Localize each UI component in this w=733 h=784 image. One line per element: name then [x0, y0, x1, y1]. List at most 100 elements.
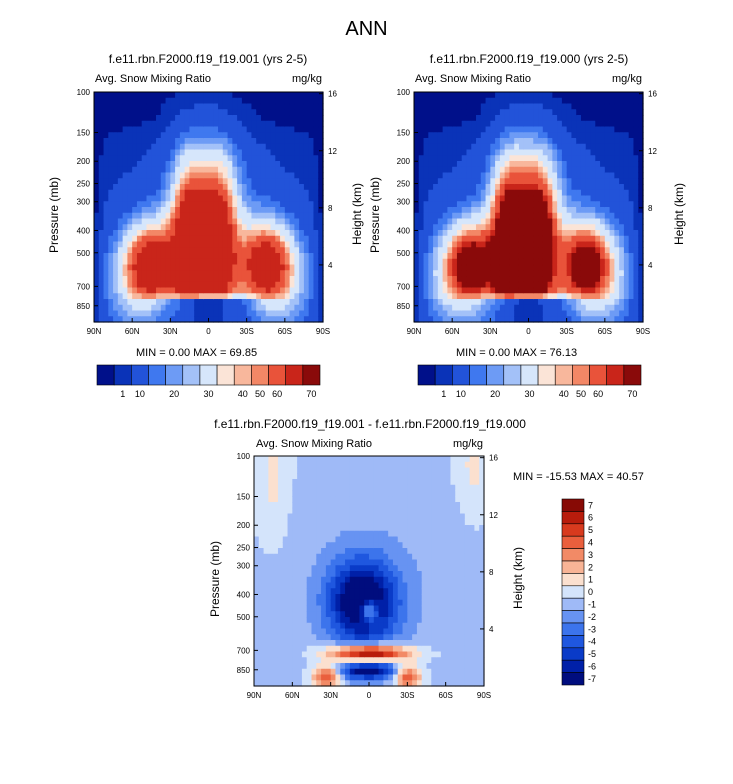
panel-1-cell: [265, 166, 272, 174]
panel-2-cell: [514, 132, 520, 139]
panel-1-cell: [232, 258, 238, 266]
panel-3-cell: [282, 473, 289, 480]
panel-1-cell: [170, 184, 176, 191]
panel-3-cell: [306, 582, 313, 589]
panel-1-cell: [218, 212, 224, 220]
panel-1-cell: [108, 172, 114, 179]
panel-3-cell: [335, 576, 341, 584]
panel-3-cell: [258, 473, 265, 480]
panel-1-cell: [280, 247, 286, 254]
panel-2-cell: [590, 299, 596, 306]
panel-3-cell: [268, 588, 274, 595]
panel-1-cell: [275, 304, 281, 312]
panel-1-cell: [213, 230, 219, 237]
panel-1-cell: [251, 276, 257, 283]
panel-2-cell: [433, 120, 439, 128]
panel-1-cell: [98, 241, 105, 248]
panel-1-cell: [189, 264, 195, 271]
panel-2-cell: [523, 264, 530, 271]
panel-2-cell: [585, 207, 592, 214]
panel-1-cell: [117, 316, 124, 323]
panel-1-cell: [270, 138, 276, 145]
panel-1-cell: [232, 166, 238, 174]
panel-1-cell: [213, 287, 219, 294]
panel-3-cell: [297, 496, 303, 503]
panel-2-cell: [580, 224, 587, 231]
panel-3-cell: [254, 617, 260, 624]
panel-1-cell: [198, 92, 205, 99]
panel-3-cell: [263, 668, 269, 676]
panel-3-cell: [345, 548, 351, 555]
panel-3-cell: [349, 502, 356, 509]
panel-1-cell: [98, 109, 105, 116]
panel-2-cell: [566, 293, 573, 300]
panel-1-cell: [189, 270, 195, 277]
panel-1-cell: [141, 143, 148, 151]
panel-1-cell: [232, 264, 238, 271]
panel-3-cell: [335, 588, 341, 595]
panel-3-cell: [330, 674, 337, 681]
panel-1-cell: [203, 287, 210, 294]
panel-1-cell: [198, 97, 205, 105]
panel-2-cell: [523, 281, 530, 289]
panel-2-cell: [542, 161, 549, 168]
panel-2-cell: [418, 189, 425, 197]
panel-1-cell: [251, 253, 257, 260]
panel-1-cell: [294, 189, 300, 197]
panel-2-cell: [638, 247, 644, 254]
panel-2-cell: [461, 264, 468, 271]
panel-1-cell: [318, 115, 324, 122]
panel-1-cell: [237, 247, 243, 254]
panel-2-cell: [452, 230, 458, 237]
panel-2-cell: [485, 161, 491, 168]
panel-1-cell: [241, 241, 248, 248]
panel-3-cell: [330, 599, 337, 607]
panel-2-cell: [580, 276, 587, 283]
panel-2-cell: [585, 132, 592, 139]
panel-1-cell: [218, 120, 224, 128]
panel-3-cell: [258, 461, 265, 469]
panel-2-cell: [523, 115, 530, 122]
panel-1-cell: [175, 247, 181, 254]
panel-1-cell: [251, 224, 257, 231]
panel-2-cell: [590, 316, 596, 323]
panel-1-cell: [222, 161, 229, 168]
panel-1-cell: [222, 92, 229, 99]
panel-3-cell: [335, 484, 341, 492]
panel-1-cell: [103, 138, 109, 145]
panel-2-cell: [619, 178, 625, 185]
panel-1-cell: [299, 132, 305, 139]
panel-3-cell: [316, 507, 322, 515]
panel-2-cell: [604, 310, 611, 317]
panel-2-cell: [538, 149, 544, 156]
panel-3-cell: [340, 553, 346, 561]
panel-1-cell: [170, 92, 176, 99]
panel-3-cell: [263, 484, 269, 492]
panel-2-cell: [538, 310, 544, 317]
panel-1-cell: [265, 120, 272, 128]
panel-2-cell: [580, 149, 587, 156]
panel-1-cell: [227, 293, 233, 300]
panel-3-cell: [316, 496, 322, 503]
panel-2-cell: [628, 276, 635, 283]
panel-1-cell: [98, 138, 105, 145]
panel-2-cell: [485, 218, 491, 225]
panel-1-cell: [127, 166, 133, 174]
panel-2-xtick-label: 30N: [483, 327, 498, 336]
panel-3-cell: [306, 490, 313, 497]
panel-2-cell: [614, 264, 620, 271]
panel-3-cell: [325, 628, 332, 635]
panel-2-cell: [580, 172, 587, 179]
panel-3-cell: [287, 553, 293, 561]
panel-1-cell: [265, 310, 272, 317]
panel-2-cell: [480, 218, 487, 225]
panel-1-cell: [146, 195, 152, 202]
panel-1-cell: [136, 189, 143, 197]
panel-1-cell: [284, 166, 291, 174]
panel-2-cell: [542, 138, 549, 145]
panel-1-y2tick-label: 4: [328, 261, 333, 270]
panel-1-cell: [189, 178, 195, 185]
panel-1-cell: [108, 120, 114, 128]
panel-3-cell: [321, 611, 327, 618]
panel-2-cell: [623, 253, 630, 260]
